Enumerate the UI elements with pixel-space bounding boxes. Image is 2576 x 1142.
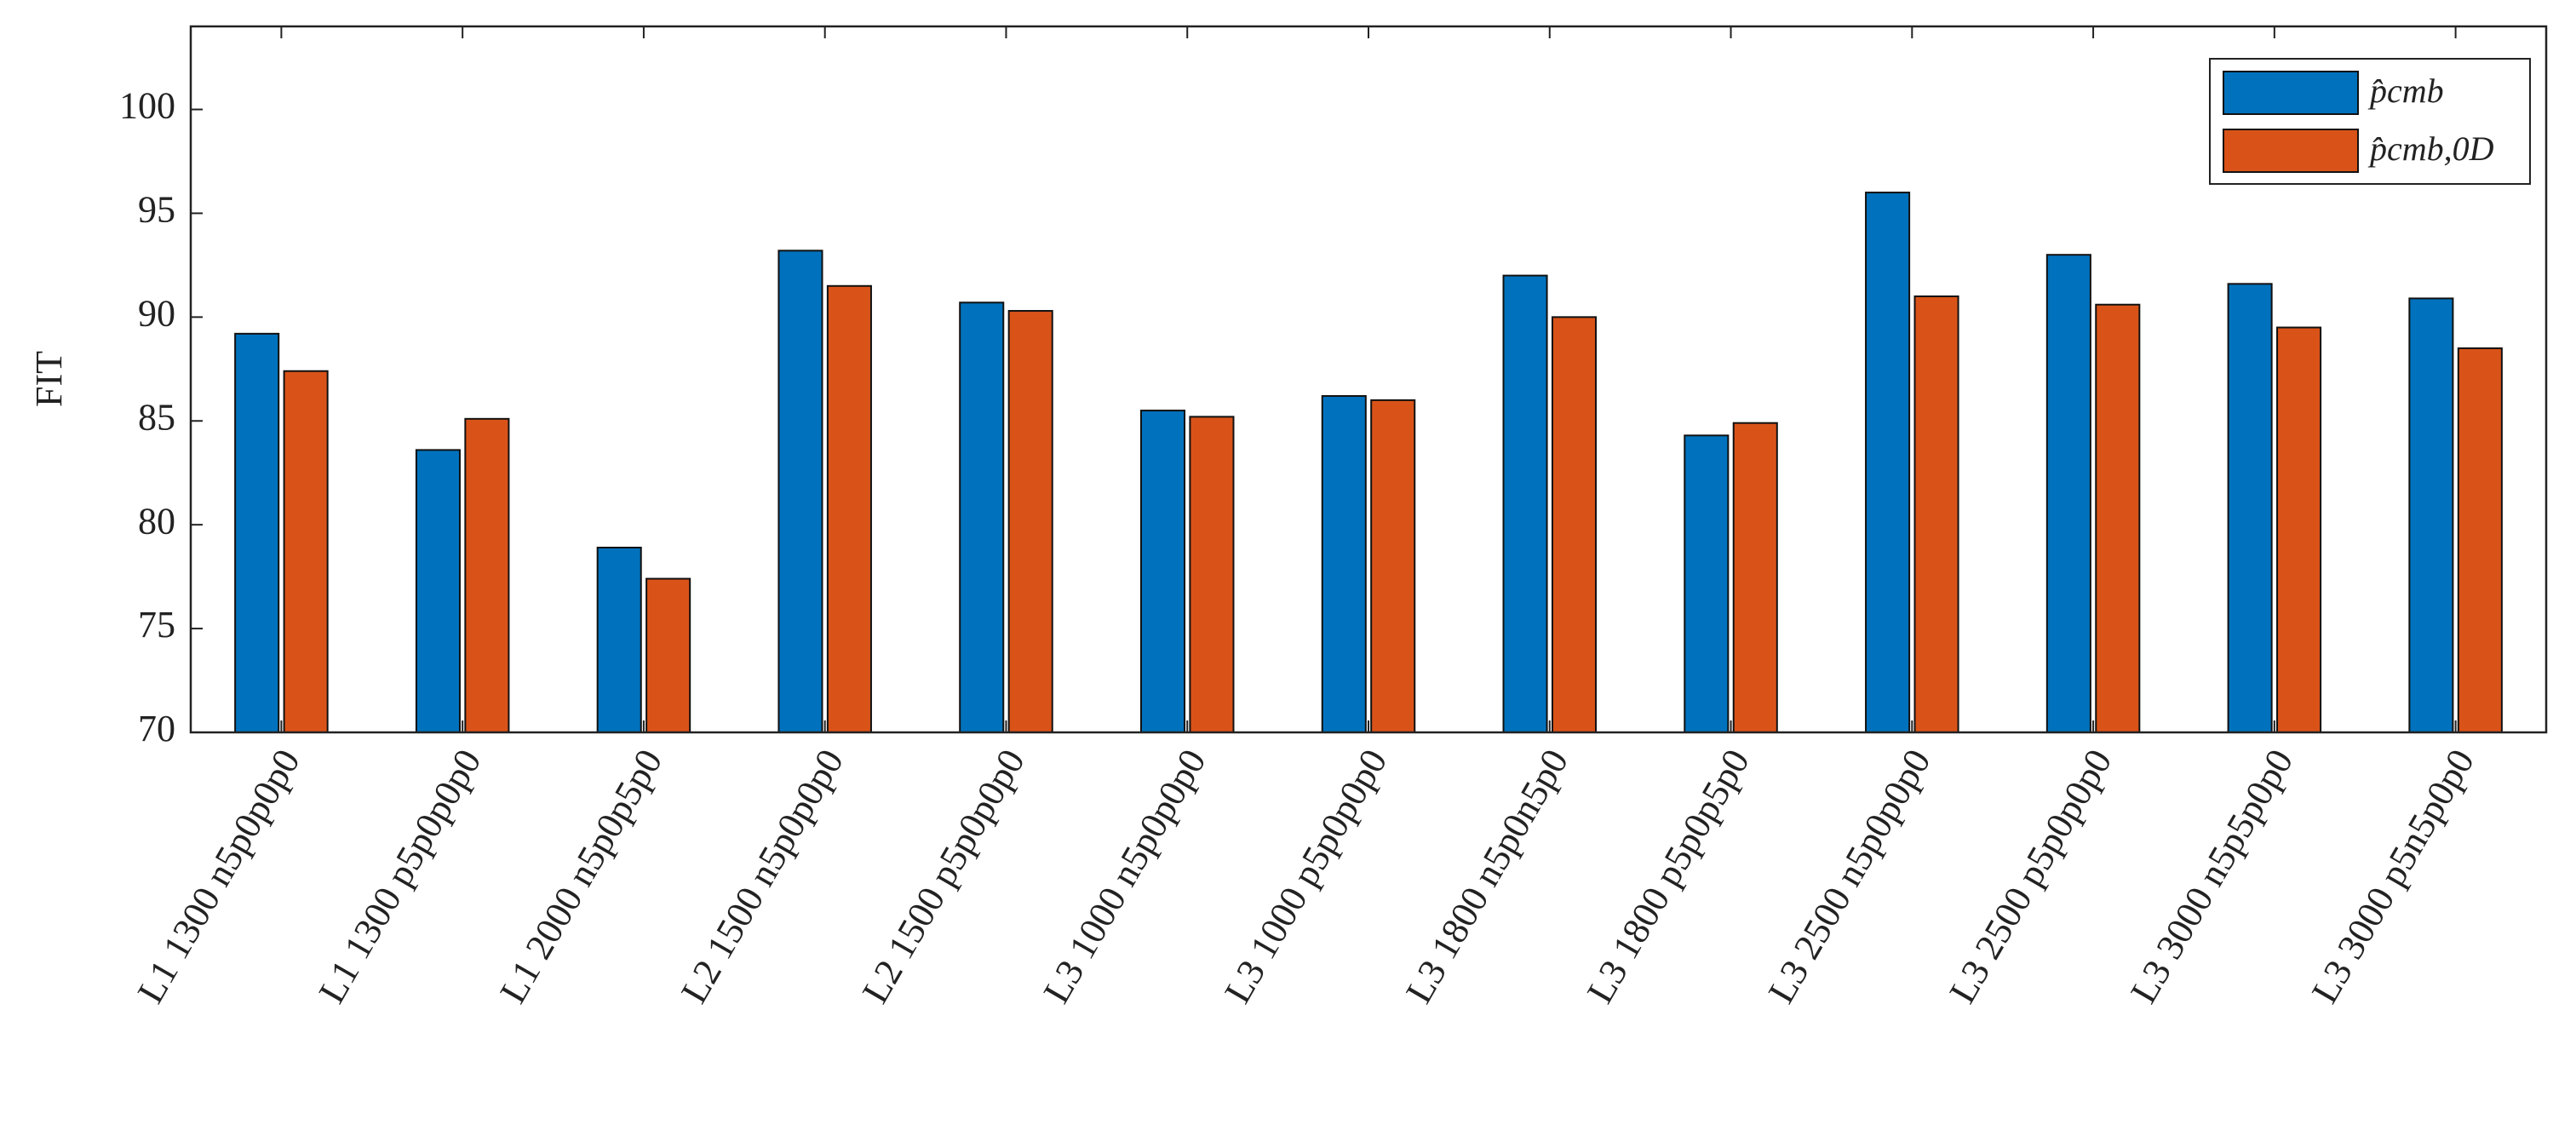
y-axis-label: FIT (28, 351, 70, 407)
bar (2457, 347, 2503, 733)
bar (826, 284, 872, 733)
y-tick-label: 80 (138, 500, 175, 542)
y-tick-label: 100 (119, 85, 175, 127)
bar (2045, 254, 2091, 733)
legend-label: p̂cmb,0D (2367, 129, 2494, 168)
bar (2095, 303, 2141, 733)
y-tick-label: 85 (138, 396, 175, 438)
bar (1189, 416, 1235, 733)
bar (2276, 326, 2322, 733)
y-tick-label: 75 (138, 604, 175, 646)
bar (234, 332, 280, 733)
bar (777, 250, 823, 733)
axes-box (189, 25, 2548, 734)
bar (645, 577, 691, 734)
bar (1551, 316, 1598, 733)
legend-swatch (2223, 129, 2359, 173)
bar (415, 449, 461, 734)
legend-label: p̂cmb (2367, 72, 2444, 110)
y-tick-label: 90 (138, 292, 175, 334)
bar (1913, 295, 1959, 733)
y-tick-label: 95 (138, 189, 175, 231)
bar (2408, 297, 2454, 733)
bar (1139, 410, 1186, 733)
bar (283, 370, 329, 733)
bar (1684, 434, 1730, 733)
bar (1865, 192, 1911, 733)
bar (959, 301, 1005, 733)
bar (1502, 274, 1548, 733)
bar (1370, 399, 1416, 733)
bar (2227, 283, 2273, 733)
y-tick-label: 70 (138, 708, 175, 749)
bar (464, 417, 510, 733)
legend-swatch (2223, 71, 2359, 115)
bar (1732, 422, 1778, 733)
plot-area (191, 26, 2546, 732)
bar (596, 546, 642, 734)
bar (1007, 310, 1053, 733)
bar (1321, 395, 1367, 733)
